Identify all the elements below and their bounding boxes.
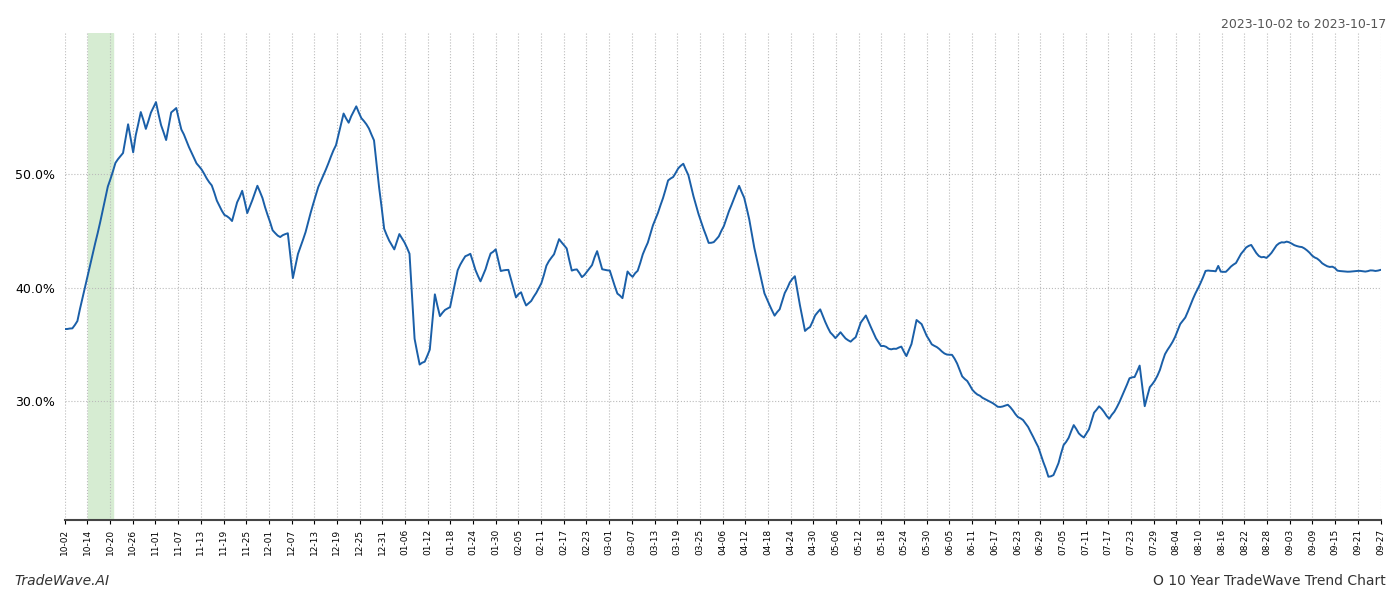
Text: 2023-10-02 to 2023-10-17: 2023-10-02 to 2023-10-17 [1221,18,1386,31]
Text: O 10 Year TradeWave Trend Chart: O 10 Year TradeWave Trend Chart [1154,574,1386,588]
Bar [88,33,113,520]
Text: TradeWave.AI: TradeWave.AI [14,574,109,588]
